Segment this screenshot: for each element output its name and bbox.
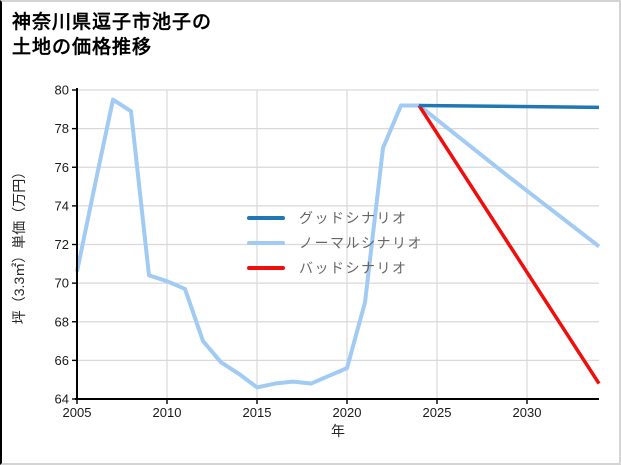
- chart-title-line1: 神奈川県逗子市池子の: [12, 12, 213, 33]
- chart-title: 神奈川県逗子市池子の 土地の価格推移: [12, 10, 212, 60]
- svg-text:76: 76: [55, 160, 69, 175]
- svg-text:66: 66: [55, 353, 69, 368]
- svg-text:2030: 2030: [513, 405, 542, 420]
- svg-text:2015: 2015: [243, 405, 272, 420]
- svg-text:2020: 2020: [333, 405, 362, 420]
- chart-title-line2: 土地の価格推移: [12, 37, 153, 58]
- svg-text:2005: 2005: [63, 405, 92, 420]
- svg-text:68: 68: [55, 314, 69, 329]
- grid-lines: [77, 89, 599, 399]
- svg-text:74: 74: [55, 198, 69, 213]
- svg-text:64: 64: [55, 392, 69, 407]
- legend-item-normal-scenario: ノーマルシナリオ: [247, 230, 423, 255]
- svg-text:78: 78: [55, 121, 69, 136]
- axes: [72, 88, 599, 404]
- legend-item-bad-scenario: バッドシナリオ: [247, 255, 423, 280]
- legend-label-good: グッドシナリオ: [299, 209, 408, 226]
- svg-text:2025: 2025: [423, 405, 452, 420]
- legend-item-good-scenario: グッドシナリオ: [247, 205, 423, 230]
- svg-text:70: 70: [55, 276, 69, 291]
- svg-text:72: 72: [55, 237, 69, 252]
- y-axis-label: 坪（3.3㎡）単価（万円）: [11, 165, 27, 324]
- x-axis-label: 年: [331, 423, 345, 439]
- data-series-lines: [75, 97, 601, 390]
- svg-text:80: 80: [55, 83, 69, 98]
- legend-line-sample-good: [247, 215, 285, 220]
- legend-label-normal: ノーマルシナリオ: [299, 234, 423, 251]
- chart-legend: グッドシナリオ ノーマルシナリオ バッドシナリオ: [247, 205, 423, 280]
- legend-line-sample-bad: [247, 265, 285, 270]
- legend-line-sample-normal: [247, 240, 285, 245]
- tick-labels: 2005 2010 2015 2020 2025 2030 64 66 68 70 72 74 76 78…: [55, 83, 542, 421]
- svg-text:2010: 2010: [153, 405, 182, 420]
- legend-label-bad: バッドシナリオ: [299, 259, 408, 276]
